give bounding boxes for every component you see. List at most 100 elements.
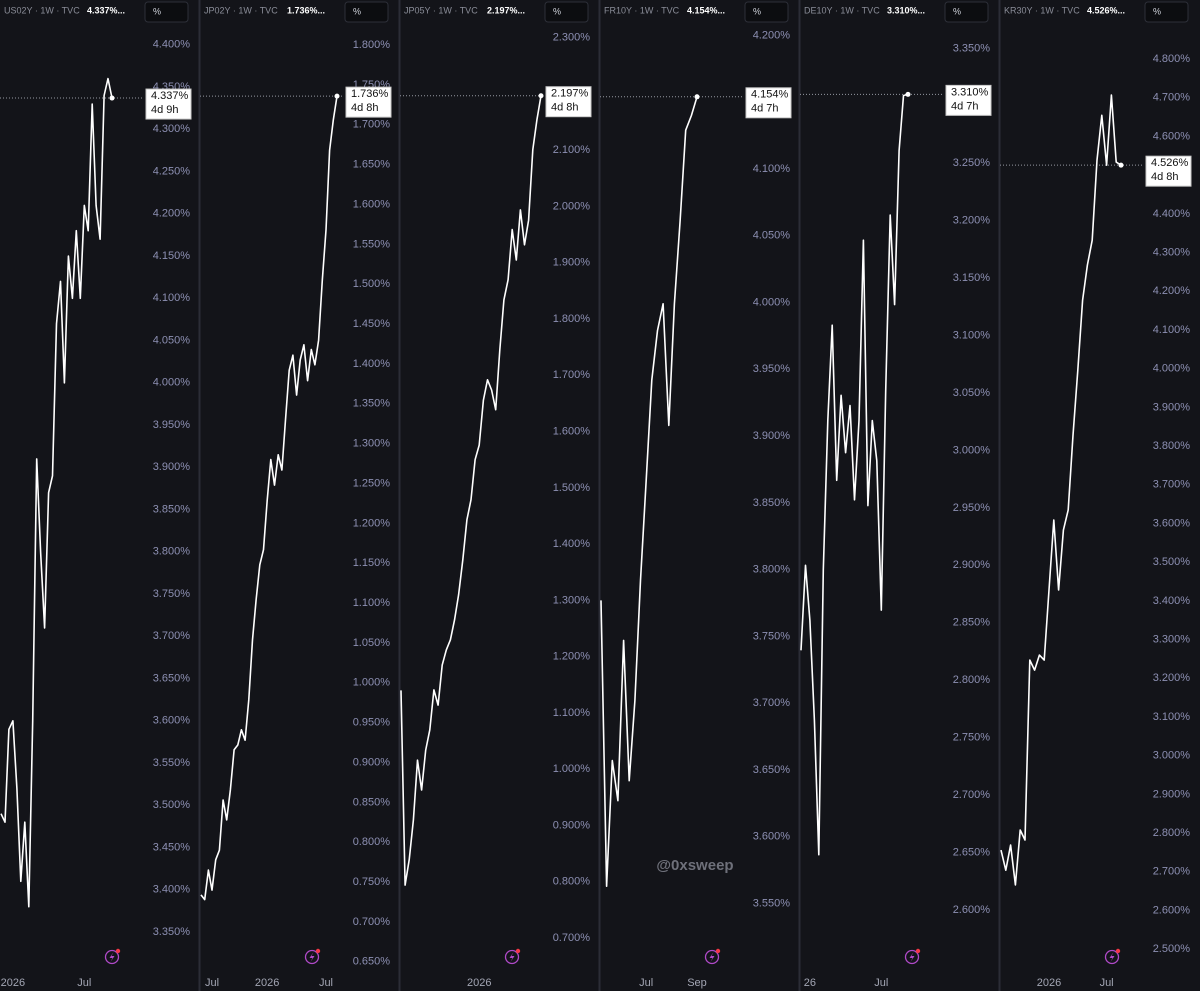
y-tick-label: 1.000% [353, 677, 391, 689]
lightning-bolt [509, 952, 515, 962]
x-tick-label: 26 [804, 977, 816, 989]
y-tick-label: 3.800% [1153, 440, 1191, 452]
header-value: 3.310%... [887, 5, 925, 15]
y-tick-label: 3.150% [953, 272, 991, 284]
y-tick-label: 0.750% [353, 876, 391, 888]
y-tick-label: 4.050% [153, 334, 191, 346]
y-tick-label: 4.800% [1153, 53, 1191, 65]
y-tick-label: 4.000% [1153, 363, 1191, 375]
y-tick-label: 3.000% [953, 444, 991, 456]
x-tick-label: Jul [205, 977, 219, 989]
y-tick-label: 3.700% [753, 697, 791, 709]
lightning-icon [504, 949, 520, 965]
last-point [905, 91, 911, 97]
y-tick-label: 3.450% [153, 841, 191, 853]
y-tick-label: 0.700% [553, 932, 591, 944]
y-tick-label: 2.500% [1153, 943, 1191, 955]
y-tick-label: 3.850% [753, 497, 791, 509]
symbol-title: FR10Y · 1W · TVC [604, 5, 680, 15]
y-tick-label: 4.000% [753, 296, 791, 308]
lightning-icon [304, 949, 320, 965]
y-tick-label: 1.550% [353, 238, 391, 250]
y-tick-label: 4.100% [153, 292, 191, 304]
alert-dot [315, 948, 321, 954]
y-tick-label: 4.300% [153, 123, 191, 135]
y-tick-label: 3.550% [153, 757, 191, 769]
countdown-label: 4d 8h [551, 102, 579, 114]
last-value-box [1145, 155, 1192, 187]
y-tick-label: 3.650% [753, 764, 791, 776]
x-tick-label: Jul [77, 977, 91, 989]
x-tick-label: 2026 [1, 977, 25, 989]
last-value-box [945, 84, 992, 116]
unit-button-label[interactable]: % [553, 6, 561, 16]
x-tick-label: Jul [1100, 977, 1114, 989]
alert-dot [915, 948, 921, 954]
y-tick-label: 3.600% [1153, 517, 1191, 529]
last-value-box [545, 86, 592, 118]
y-tick-label: 3.100% [953, 329, 991, 341]
y-tick-label: 3.550% [753, 897, 791, 909]
last-point [109, 95, 115, 101]
unit-button-label[interactable]: % [753, 6, 761, 16]
y-tick-label: 2.300% [553, 32, 591, 44]
countdown-label: 4d 8h [1151, 171, 1179, 183]
alert-dot [715, 948, 721, 954]
y-tick-label: 1.100% [353, 597, 391, 609]
lightning-icon [104, 949, 120, 965]
y-tick-label: 4.150% [153, 250, 191, 262]
y-tick-label: 3.850% [153, 503, 191, 515]
lightning-bolt [309, 952, 315, 962]
last-point [694, 94, 700, 100]
y-tick-label: 2.600% [1153, 904, 1191, 916]
y-tick-label: 4.200% [1153, 285, 1191, 297]
y-tick-label: 0.700% [353, 916, 391, 928]
y-tick-label: 3.950% [753, 363, 791, 375]
y-tick-label: 1.300% [353, 438, 391, 450]
last-value-label: 1.736% [351, 88, 389, 100]
y-tick-label: 1.200% [353, 517, 391, 529]
last-value-box [345, 86, 392, 118]
unit-button-label[interactable]: % [1153, 6, 1161, 16]
y-tick-label: 3.250% [953, 157, 991, 169]
unit-button-label[interactable]: % [353, 6, 361, 16]
last-point [334, 93, 340, 99]
last-value-label: 4.337% [151, 90, 189, 102]
price-line [800, 93, 909, 856]
last-point [538, 93, 544, 99]
y-tick-label: 3.900% [753, 430, 791, 442]
last-value-box [145, 88, 192, 120]
y-tick-label: 1.600% [553, 426, 591, 438]
y-tick-label: 2.750% [953, 731, 991, 743]
y-tick-label: 4.200% [153, 208, 191, 220]
y-tick-label: 3.500% [1153, 556, 1191, 568]
last-value-label: 4.526% [1151, 157, 1189, 169]
y-tick-label: 2.900% [1153, 788, 1191, 800]
y-tick-label: 4.050% [753, 230, 791, 242]
y-tick-label: 1.150% [353, 557, 391, 569]
header-value: 4.337%... [87, 5, 125, 15]
y-tick-label: 2.600% [953, 904, 991, 916]
unit-button [944, 1, 989, 23]
unit-button [744, 1, 789, 23]
y-tick-label: 4.100% [753, 163, 791, 175]
y-tick-label: 2.900% [953, 559, 991, 571]
y-tick-label: 4.250% [153, 165, 191, 177]
countdown-label: 4d 7h [951, 100, 979, 112]
y-tick-label: 2.700% [1153, 866, 1191, 878]
y-tick-label: 1.600% [353, 198, 391, 210]
y-tick-label: 4.200% [753, 29, 791, 41]
symbol-title: JP02Y · 1W · TVC [204, 5, 278, 15]
y-tick-label: 1.450% [353, 318, 391, 330]
header-value: 4.526%... [1087, 5, 1125, 15]
y-tick-label: 3.700% [1153, 479, 1191, 491]
y-tick-label: 3.800% [153, 546, 191, 558]
y-tick-label: 3.600% [153, 715, 191, 727]
x-tick-label: 2026 [255, 977, 279, 989]
countdown-label: 4d 8h [351, 102, 379, 114]
alert-dot [515, 948, 521, 954]
unit-button-label[interactable]: % [153, 6, 161, 16]
y-tick-label: 3.750% [753, 630, 791, 642]
unit-button-label[interactable]: % [953, 6, 961, 16]
